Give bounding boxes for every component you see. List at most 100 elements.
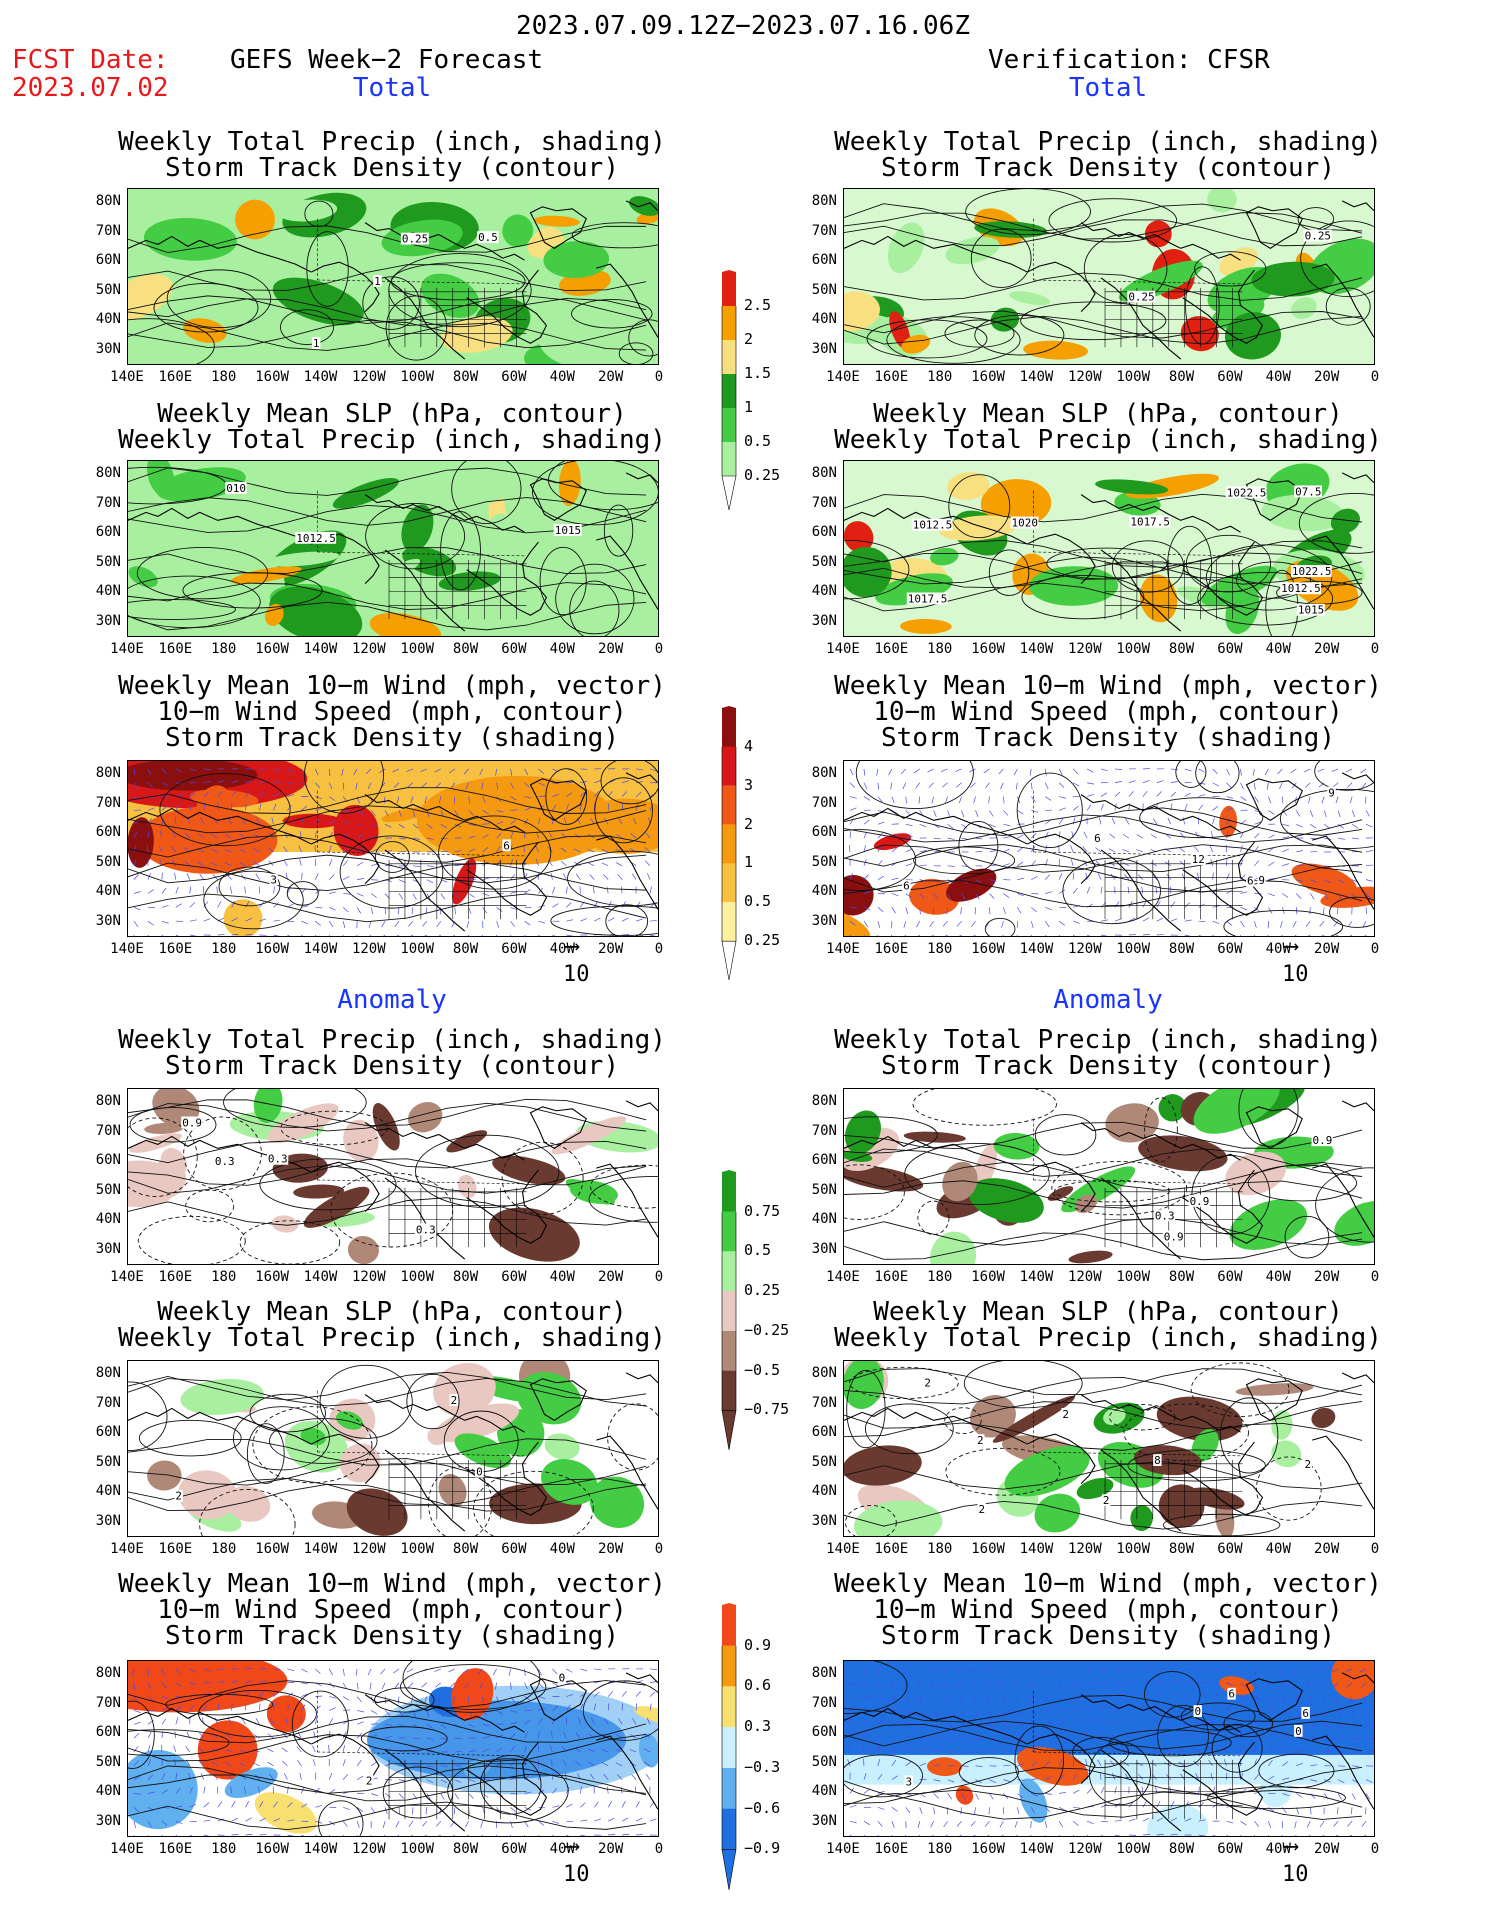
contour-label: 1022.5 <box>1227 486 1267 499</box>
lon-label: 40W <box>549 369 575 385</box>
colorbar-tick-label: 0.25 <box>744 931 781 950</box>
contour-label: 1015 <box>555 524 581 537</box>
colorbar-tick-label: −0.25 <box>744 1320 790 1339</box>
p6-title-1: Weekly Mean 10−m Wind (mph, vector) <box>834 671 1382 701</box>
contour-label: 2 <box>977 1434 984 1447</box>
lon-label: 120W <box>1067 1269 1102 1285</box>
colorbar-tick-label: 2 <box>744 330 754 348</box>
lat-label: 40N <box>95 1783 121 1799</box>
contour-label: 6 <box>1228 1688 1235 1701</box>
lon-label: 100W <box>400 941 435 957</box>
lon-label: 180 <box>211 641 237 657</box>
lon-label: 160E <box>874 1541 909 1557</box>
contour-label: 1017.5 <box>1130 516 1170 529</box>
lat-label: 60N <box>95 252 121 268</box>
lon-label: 140E <box>826 1541 860 1557</box>
contour-label: 1020 <box>1012 516 1038 529</box>
map-panel-cfsr-total-precip: 0.25 0.25 <box>843 188 1375 365</box>
colorbar-tick-label: −0.9 <box>744 1839 781 1858</box>
colorbar-tick-label: 2 <box>744 814 754 833</box>
lon-label: 180 <box>927 1269 953 1285</box>
lon-label: 140W <box>303 941 338 957</box>
colorbar-tick-label: 4 <box>744 736 754 755</box>
lon-label: 180 <box>211 1841 237 1857</box>
map-panel-gefs-total-precip: 1 0.25 1 0.5 <box>127 188 659 365</box>
p8-title-2: Weekly Total Precip (inch, shading) <box>118 1323 666 1353</box>
lat-label: 80N <box>811 465 837 481</box>
contour-label-bg <box>373 275 382 287</box>
lon-label: 20W <box>597 1541 624 1557</box>
lat-label: 70N <box>811 222 837 239</box>
arrow-right-icon: ⟶ <box>565 934 579 959</box>
p2-title-1: Weekly Mean SLP (hPa, contour) <box>157 399 627 429</box>
lon-label: 60W <box>1217 1269 1243 1285</box>
colorbar-segment <box>722 1727 736 1768</box>
contour-label-bg <box>225 481 247 494</box>
lon-label: 100W <box>400 1269 435 1285</box>
lat-label: 60N <box>95 1424 121 1440</box>
lon-label: 140W <box>1019 1269 1054 1285</box>
p4-map-svg: 0.25 0.25 <box>844 189 1374 364</box>
colorbar-segment <box>722 785 736 825</box>
lat-label: 30N <box>95 340 121 357</box>
colorbar-segment <box>722 863 736 903</box>
p8-map-svg: 0 2 2 <box>128 1361 658 1536</box>
lat-label: 70N <box>95 494 121 511</box>
lon-label: 160E <box>874 641 909 657</box>
lon-label: 0 <box>1370 1269 1380 1285</box>
contour-label-bg <box>1093 831 1102 844</box>
lon-label: 180 <box>927 941 953 957</box>
colorbar-segment <box>722 706 736 747</box>
contour-label-bg <box>1127 290 1156 303</box>
map-panel-gefs-anom-precip: 0.3 0.3 0.3 0.9 <box>127 1088 659 1265</box>
lon-label: 80W <box>1168 1541 1195 1557</box>
lat-label: 60N <box>811 1424 837 1440</box>
contour-label-bg <box>475 1465 484 1478</box>
colorbar-segment <box>722 1603 736 1646</box>
lon-label: 160W <box>255 1269 289 1285</box>
contour-label-bg <box>1129 515 1171 528</box>
lat-label: 80N <box>95 765 121 781</box>
lon-label: 60W <box>501 941 527 957</box>
lon-label: 40W <box>1265 1269 1291 1285</box>
lon-label: 60W <box>501 1269 527 1285</box>
lon-label: 120W <box>351 641 386 657</box>
p7-map-svg: 0.3 0.3 0.3 0.9 <box>128 1089 658 1264</box>
lon-label: 0 <box>654 641 664 657</box>
contour-label-bg <box>266 1152 289 1165</box>
colorbar-segment <box>722 1291 736 1331</box>
contour-label: 2 <box>366 1775 373 1788</box>
lat-label: 30N <box>811 1512 837 1529</box>
lat-label: 30N <box>811 1812 837 1829</box>
lon-label: 140W <box>303 1269 338 1285</box>
colorbar-tick-label: −0.75 <box>744 1400 790 1419</box>
colorbar-segment <box>722 306 736 340</box>
lat-label: 50N <box>95 1453 121 1470</box>
colorbar-tick-label: −0.6 <box>744 1798 781 1817</box>
lat-label: 80N <box>95 193 121 209</box>
lon-label: 20W <box>1313 1841 1340 1857</box>
contour-label: 3 <box>270 874 277 887</box>
p11-title-2: Weekly Total Precip (inch, shading) <box>834 1323 1382 1353</box>
contour-label-bg <box>1257 874 1266 887</box>
lon-label: 140W <box>1019 641 1054 657</box>
p5-map-svg: 1022.5 1012.5 1017.5 1012.5 1015 07.5 1022.5 10… <box>844 461 1374 636</box>
colorbar-segment <box>722 746 736 786</box>
lon-label: 60W <box>1217 1841 1243 1857</box>
lat-label: 80N <box>811 193 837 209</box>
contour-label-bg <box>502 839 511 852</box>
lon-label: 140E <box>826 1841 860 1857</box>
contour-label-bg <box>1327 786 1336 799</box>
lon-label: 140W <box>303 1841 338 1857</box>
contour-label-bg <box>400 232 429 245</box>
lat-label: 60N <box>811 824 837 840</box>
contour-label: 0.25 <box>1305 230 1331 243</box>
contour-label: 0 <box>559 1672 566 1685</box>
contour-label-bg <box>1294 1724 1303 1737</box>
lon-label: 160E <box>158 941 193 957</box>
colorbar-tick-label: −0.5 <box>744 1360 781 1379</box>
colorbar-tick-label: 0.6 <box>744 1676 772 1695</box>
lon-label: 120W <box>1067 1541 1102 1557</box>
lat-label: 40N <box>811 883 837 899</box>
